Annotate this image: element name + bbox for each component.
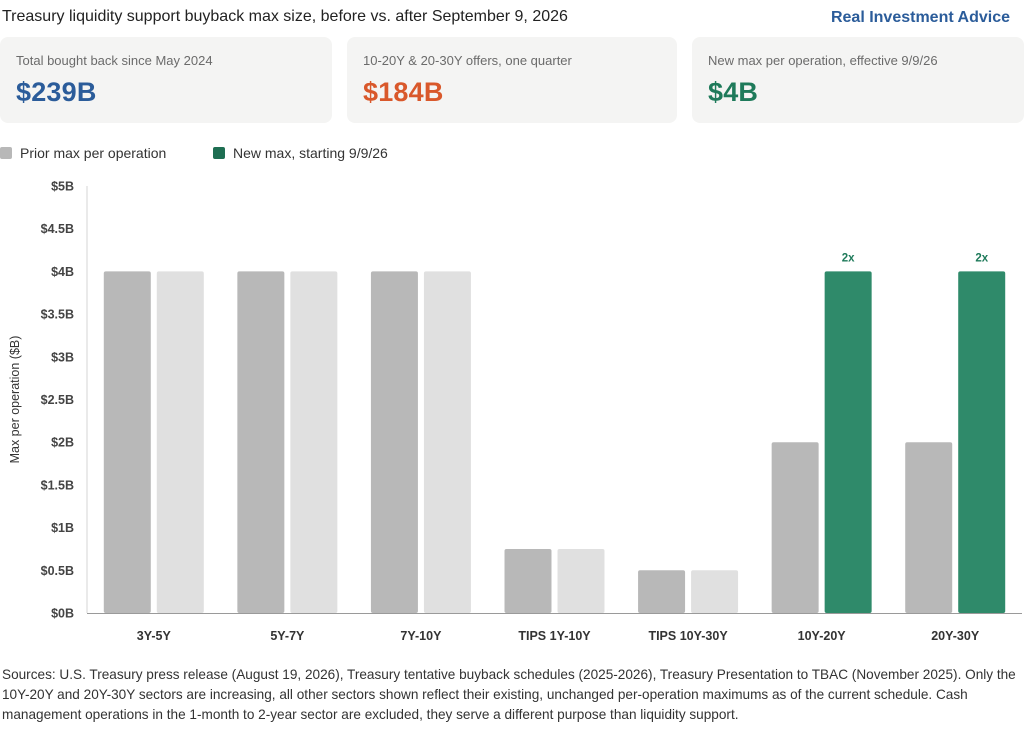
y-tick-label: $2B bbox=[51, 436, 74, 450]
data-label-annotation: 2x bbox=[842, 252, 855, 264]
stat-card-new-max: New max per operation, effective 9/9/26 … bbox=[692, 37, 1024, 123]
y-tick-label: $5B bbox=[51, 180, 74, 194]
bar-new-3y-5y bbox=[156, 271, 204, 613]
legend-item-prior[interactable]: Prior max per operation bbox=[0, 145, 166, 161]
bar-prior-10y-20y bbox=[771, 442, 819, 613]
bar-new-7y-10y bbox=[423, 271, 471, 613]
y-axis-title: Max per operation ($B) bbox=[8, 336, 22, 464]
bar-prior-tips-10y-30y bbox=[638, 570, 686, 613]
legend-item-new[interactable]: New max, starting 9/9/26 bbox=[213, 145, 388, 161]
bar-prior-3y-5y bbox=[103, 271, 151, 613]
bar-prior-5y-7y bbox=[237, 271, 285, 613]
y-tick-label: $3B bbox=[51, 350, 74, 364]
bar-prior-tips-1y-10y bbox=[504, 548, 552, 613]
bar-new-10y-20y bbox=[824, 271, 872, 613]
stat-card-label: 10-20Y & 20-30Y offers, one quarter bbox=[363, 53, 572, 68]
stat-card-total-bought-back: Total bought back since May 2024 $239B bbox=[0, 37, 332, 123]
y-tick-label: $0.5B bbox=[41, 564, 74, 578]
bar-prior-20y-30y bbox=[905, 442, 953, 613]
bar-prior-7y-10y bbox=[370, 271, 418, 613]
x-tick-label: 7Y-10Y bbox=[400, 629, 442, 643]
bar-chart: Max per operation ($B) $0B $0.5B $1B $1.5B $2… bbox=[8, 180, 1022, 643]
legend-swatch-new bbox=[213, 147, 225, 159]
legend-label-prior: Prior max per operation bbox=[20, 145, 167, 161]
stat-card-value: $239B bbox=[16, 77, 97, 107]
x-tick-label: 20Y-30Y bbox=[931, 629, 980, 643]
y-tick-label: $2.5B bbox=[41, 393, 74, 407]
y-tick-label: $0B bbox=[51, 607, 74, 621]
stat-card-value: $4B bbox=[708, 77, 759, 107]
stat-card-quarter-offers: 10-20Y & 20-30Y offers, one quarter $184… bbox=[347, 37, 677, 123]
legend-swatch-prior bbox=[0, 147, 12, 159]
bar-new-5y-7y bbox=[290, 271, 338, 613]
brand-name[interactable]: Real Investment Advice bbox=[830, 9, 1010, 26]
sources-note: Sources: U.S. Treasury press release (Au… bbox=[2, 667, 1016, 722]
x-tick-label: 5Y-7Y bbox=[270, 629, 305, 643]
bar-new-tips-1y-10y bbox=[557, 548, 605, 613]
bar-new-tips-10y-30y bbox=[691, 570, 739, 613]
x-tick-label: TIPS 10Y-30Y bbox=[648, 629, 728, 643]
legend-label-new: New max, starting 9/9/26 bbox=[233, 145, 388, 161]
page-title: Treasury liquidity support buyback max s… bbox=[2, 8, 568, 25]
y-tick-label: $3.5B bbox=[41, 308, 74, 322]
y-tick-label: $4B bbox=[51, 265, 74, 279]
y-tick-label: $1.5B bbox=[41, 478, 74, 492]
x-tick-label: 3Y-5Y bbox=[137, 629, 172, 643]
y-tick-label: $4.5B bbox=[41, 222, 74, 236]
x-tick-label: 10Y-20Y bbox=[798, 629, 847, 643]
data-label-annotation: 2x bbox=[975, 252, 988, 264]
stat-card-value: $184B bbox=[363, 77, 444, 107]
stat-card-label: New max per operation, effective 9/9/26 bbox=[708, 53, 938, 68]
y-tick-label: $1B bbox=[51, 521, 74, 535]
header: Treasury liquidity support buyback max s… bbox=[0, 0, 1024, 36]
x-tick-label: TIPS 1Y-10Y bbox=[518, 629, 591, 643]
bar-new-20y-30y bbox=[958, 271, 1006, 613]
stat-card-label: Total bought back since May 2024 bbox=[16, 53, 213, 68]
